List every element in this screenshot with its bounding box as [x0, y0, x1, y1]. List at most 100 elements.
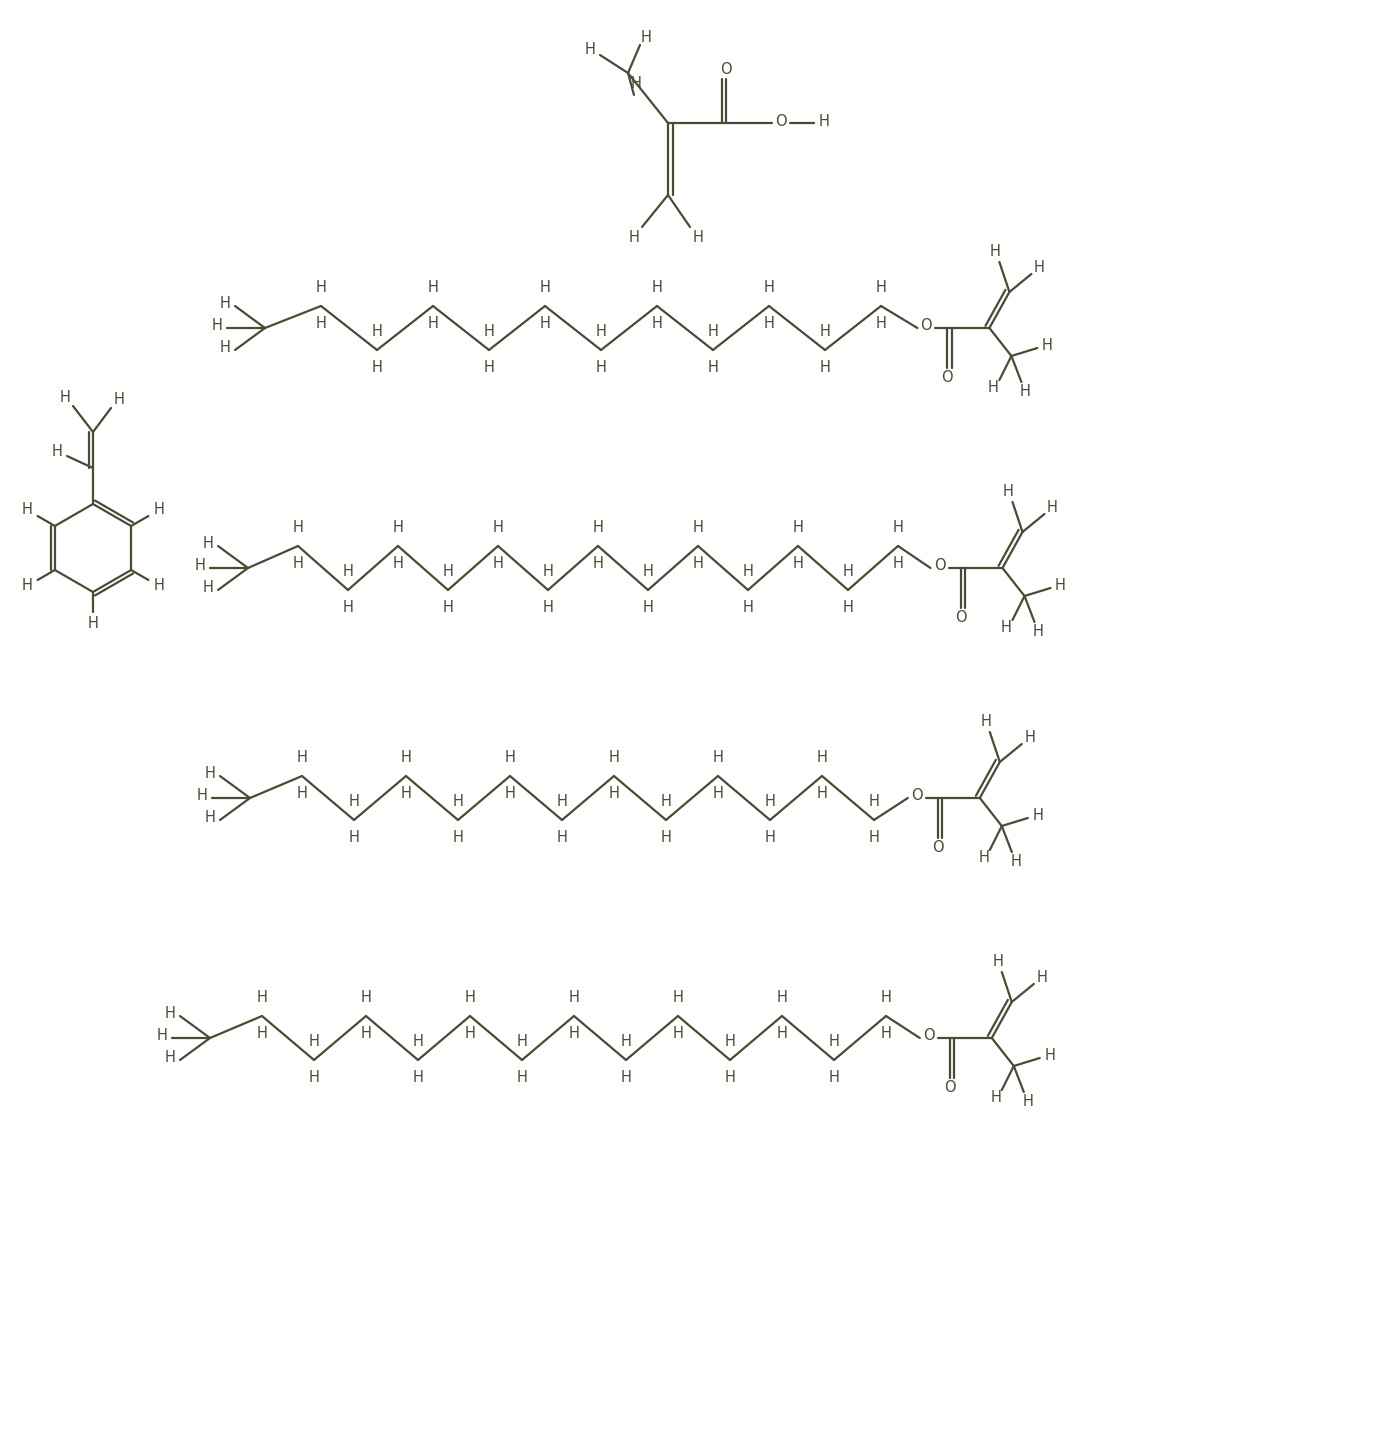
Text: H: H — [293, 557, 304, 571]
Text: H: H — [881, 991, 892, 1005]
Text: H: H — [557, 795, 567, 810]
Text: H: H — [22, 502, 32, 518]
Text: H: H — [875, 316, 886, 332]
Text: O: O — [911, 788, 923, 804]
Text: H: H — [568, 991, 580, 1005]
Text: H: H — [1032, 808, 1043, 824]
Text: H: H — [493, 557, 504, 571]
Text: H: H — [1056, 578, 1065, 594]
Text: H: H — [1001, 621, 1012, 636]
Text: H: H — [592, 521, 603, 535]
Text: H: H — [609, 787, 619, 801]
Text: H: H — [819, 325, 830, 339]
Text: H: H — [819, 114, 829, 128]
Text: H: H — [442, 601, 454, 615]
Text: H: H — [349, 831, 360, 846]
Text: H: H — [539, 316, 550, 332]
Text: H: H — [427, 280, 438, 295]
Text: H: H — [504, 787, 515, 801]
Text: H: H — [371, 325, 382, 339]
Text: H: H — [816, 787, 827, 801]
Text: H: H — [1002, 485, 1014, 499]
Text: H: H — [763, 280, 774, 295]
Text: H: H — [297, 751, 308, 765]
Text: H: H — [742, 565, 753, 580]
Text: H: H — [543, 601, 553, 615]
Text: H: H — [988, 381, 998, 395]
Text: H: H — [620, 1070, 631, 1086]
Text: O: O — [720, 62, 732, 76]
Text: H: H — [672, 991, 683, 1005]
Text: H: H — [220, 296, 231, 312]
Text: H: H — [517, 1070, 528, 1086]
Text: H: H — [1047, 500, 1058, 515]
Text: H: H — [392, 557, 403, 571]
Text: H: H — [517, 1034, 528, 1050]
Text: H: H — [543, 565, 553, 580]
Text: H: H — [868, 831, 879, 846]
Text: H: H — [651, 280, 662, 295]
Text: H: H — [52, 444, 63, 460]
Text: H: H — [361, 991, 371, 1005]
Text: H: H — [493, 521, 504, 535]
Text: O: O — [776, 114, 787, 128]
Text: H: H — [661, 795, 672, 810]
Text: H: H — [400, 787, 412, 801]
Text: H: H — [990, 244, 1001, 259]
Text: H: H — [413, 1034, 423, 1050]
Text: H: H — [693, 557, 703, 571]
Text: H: H — [829, 1070, 840, 1086]
Text: H: H — [400, 751, 412, 765]
Text: H: H — [465, 1027, 476, 1041]
Text: H: H — [308, 1070, 319, 1086]
Text: H: H — [113, 393, 125, 407]
Text: H: H — [371, 361, 382, 375]
Text: O: O — [932, 840, 944, 856]
Text: H: H — [568, 1027, 580, 1041]
Text: H: H — [465, 991, 476, 1005]
Text: H: H — [643, 601, 654, 615]
Text: H: H — [1021, 384, 1030, 400]
Text: H: H — [504, 751, 515, 765]
Text: H: H — [203, 581, 213, 595]
Text: H: H — [343, 565, 353, 580]
Text: H: H — [980, 715, 991, 729]
Text: H: H — [427, 316, 438, 332]
Text: H: H — [875, 280, 886, 295]
Text: H: H — [392, 521, 403, 535]
Text: H: H — [990, 1090, 1001, 1106]
Text: H: H — [220, 341, 231, 355]
Text: H: H — [764, 831, 776, 846]
Text: H: H — [557, 831, 567, 846]
Text: H: H — [413, 1070, 423, 1086]
Text: H: H — [315, 316, 326, 332]
Text: H: H — [629, 230, 640, 244]
Text: H: H — [993, 955, 1004, 969]
Text: H: H — [641, 30, 651, 45]
Text: H: H — [203, 536, 213, 552]
Text: H: H — [315, 280, 326, 295]
Text: H: H — [361, 1027, 371, 1041]
Text: H: H — [595, 325, 606, 339]
Text: H: H — [154, 502, 164, 518]
Text: H: H — [595, 361, 606, 375]
Text: H: H — [154, 578, 164, 594]
Text: H: H — [60, 391, 70, 406]
Text: H: H — [483, 361, 494, 375]
Text: H: H — [777, 1027, 787, 1041]
Text: H: H — [868, 795, 879, 810]
Text: H: H — [742, 601, 753, 615]
Text: O: O — [921, 318, 932, 334]
Text: H: H — [713, 787, 724, 801]
Text: H: H — [165, 1007, 175, 1021]
Text: H: H — [483, 325, 494, 339]
Text: H: H — [349, 795, 360, 810]
Text: H: H — [816, 751, 827, 765]
Text: H: H — [1011, 854, 1021, 870]
Text: H: H — [661, 831, 672, 846]
Text: H: H — [707, 361, 718, 375]
Text: H: H — [1042, 338, 1053, 354]
Text: H: H — [256, 991, 267, 1005]
Text: O: O — [942, 371, 953, 385]
Text: H: H — [1036, 971, 1047, 985]
